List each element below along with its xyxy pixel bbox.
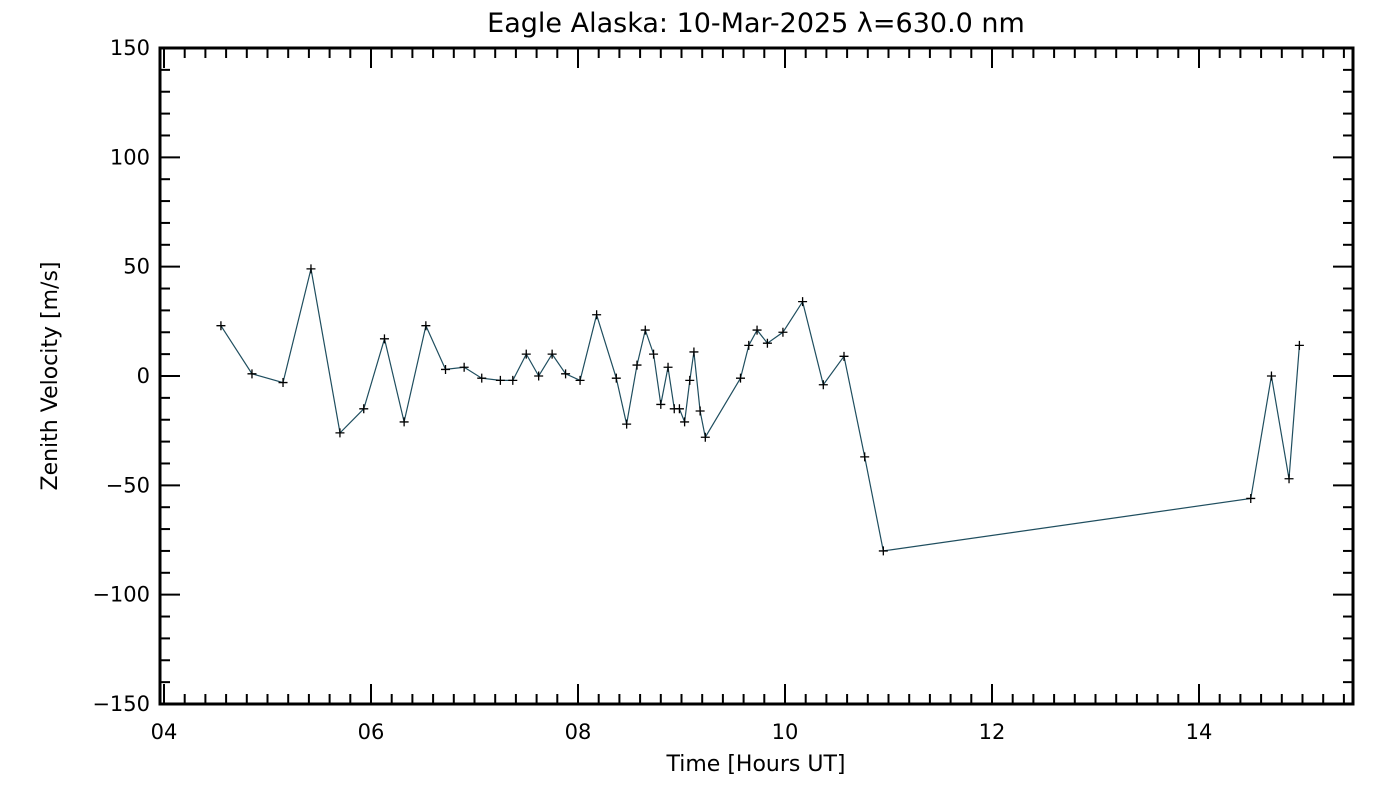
data-point: [335, 428, 345, 438]
data-point: [521, 349, 531, 359]
series-line: [220, 268, 1300, 552]
x-tick-label: 06: [358, 720, 385, 744]
data-point: [495, 375, 505, 385]
axis-ticks: [160, 47, 1353, 705]
data-point: [649, 349, 659, 359]
data-point: [680, 417, 690, 427]
data-point: [561, 369, 571, 379]
series-group: [216, 264, 1304, 556]
x-tick-label: 08: [565, 720, 592, 744]
data-point: [1246, 493, 1256, 503]
data-point: [860, 452, 870, 462]
x-tick-label: 14: [1186, 720, 1213, 744]
data-point: [379, 334, 389, 344]
x-tick-label: 10: [772, 720, 799, 744]
data-point: [399, 417, 409, 427]
data-point: [1284, 474, 1294, 484]
data-point: [689, 347, 699, 357]
data-point: [700, 432, 710, 442]
data-point: [752, 325, 762, 335]
data-point: [306, 264, 316, 274]
data-point: [534, 371, 544, 381]
data-point: [1266, 371, 1276, 381]
data-point: [441, 364, 451, 374]
data-point: [695, 406, 705, 416]
y-tick-label: 150: [110, 36, 150, 60]
y-tick-label: 50: [123, 255, 150, 279]
y-tick-label: −100: [92, 583, 150, 607]
data-point: [592, 310, 602, 320]
data-point: [640, 325, 650, 335]
data-point: [216, 321, 226, 331]
data-point: [508, 375, 518, 385]
data-point: [663, 362, 673, 372]
y-tick-label: 100: [110, 145, 150, 169]
y-axis-label: Zenith Velocity [m/s]: [38, 262, 63, 491]
axis-tick-labels: 04 06 08 10 12 14 −150 −100 −50 0 50 100 150: [92, 36, 1212, 744]
data-point: [477, 373, 487, 383]
data-point: [575, 375, 585, 385]
data-point: [735, 373, 745, 383]
data-point: [798, 297, 808, 307]
data-point: [547, 349, 557, 359]
x-axis-label: Time [Hours UT]: [666, 752, 846, 777]
data-point: [247, 369, 257, 379]
data-point: [878, 546, 888, 556]
y-tick-label: −50: [106, 473, 150, 497]
data-point: [818, 380, 828, 390]
data-point: [1294, 340, 1304, 350]
x-tick-label: 12: [979, 720, 1006, 744]
data-point: [359, 404, 369, 414]
data-point: [459, 362, 469, 372]
data-point: [839, 351, 849, 361]
plot-frame: [158, 46, 1355, 706]
y-tick-label: 0: [137, 364, 150, 388]
x-tick-label: 04: [151, 720, 178, 744]
chart-title: Eagle Alaska: 10-Mar-2025 λ=630.0 nm: [487, 8, 1025, 39]
data-point: [744, 340, 754, 350]
data-point: [762, 338, 772, 348]
data-point: [674, 404, 684, 414]
data-point: [421, 321, 431, 331]
data-point: [611, 373, 621, 383]
data-point: [778, 327, 788, 337]
data-point: [656, 399, 666, 409]
data-point: [622, 419, 632, 429]
data-point: [632, 360, 642, 370]
data-point: [685, 375, 695, 385]
data-point: [278, 378, 288, 388]
y-tick-label: −150: [92, 692, 150, 716]
